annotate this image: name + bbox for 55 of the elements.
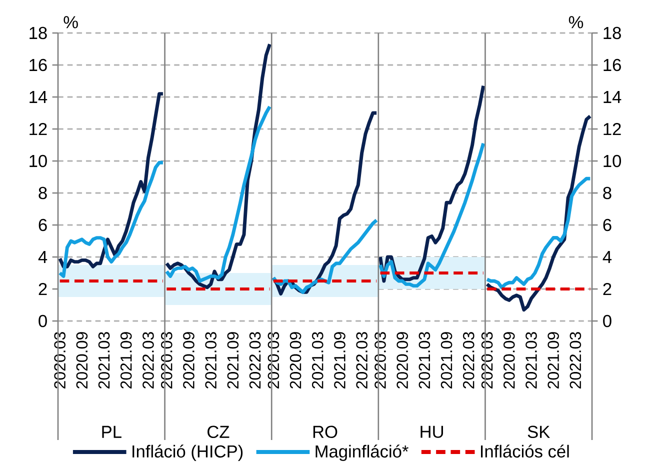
legend-label: Maginfláció* [316, 444, 408, 462]
y-tick-label: 12 [604, 122, 621, 136]
x-tick-label: 2022.03 [142, 332, 154, 388]
x-tick-label: 2021.09 [334, 332, 346, 388]
x-tick-label: 2020.03 [481, 332, 493, 388]
y-tick-label: 4 [602, 251, 612, 263]
y-tick-label: 2 [38, 282, 47, 296]
x-tick-label: 2022.03 [356, 332, 368, 388]
x-axis-title: HU [420, 426, 443, 438]
legend-label: Infláció (HICP) [132, 444, 243, 462]
x-tick-label: 2021.03 [418, 332, 430, 388]
x-tick-label: 2021.09 [548, 332, 559, 388]
line-series [58, 92, 165, 268]
line-series [58, 160, 165, 278]
x-tick-label: 2022.03 [462, 332, 474, 388]
y-tick-label: 0 [38, 314, 47, 328]
y-tick-label: 18 [604, 26, 621, 40]
y-tick-label: 14 [30, 91, 48, 103]
y-tick-label: 14 [604, 91, 622, 103]
x-tick-label: 2021.03 [98, 332, 110, 388]
x-axis-title: PL [102, 426, 122, 438]
y-tick-label: 8 [38, 186, 47, 200]
x-tick-label: 2021.03 [312, 332, 324, 388]
x-tick-label: 2021.03 [526, 332, 537, 388]
x-tick-label: 2020.03 [160, 332, 172, 388]
x-tick-label: 2021.03 [205, 332, 216, 388]
y-tick-label: 4 [38, 251, 48, 263]
x-tick-label: 2020.09 [503, 332, 515, 388]
y-tick-label: 12 [30, 122, 47, 136]
y-tick-label: 10 [30, 154, 47, 168]
line-series [485, 176, 592, 290]
y-tick-label: 6 [603, 218, 612, 232]
x-tick-label: 2020.09 [183, 332, 194, 388]
y-tick-label: 0 [603, 314, 612, 328]
x-tick-label: 2021.09 [227, 332, 239, 388]
x-axis-title: SK [528, 426, 550, 438]
x-tick-label: 2020.09 [76, 332, 88, 388]
y-tick-label: 8 [603, 186, 612, 200]
x-axis-title: RO [313, 426, 338, 438]
y-tick-label: 18 [30, 26, 47, 40]
y-tick-label: 16 [30, 58, 47, 72]
legend-label: Inflációs cél [481, 444, 569, 458]
y-tick-label: 16 [604, 58, 621, 72]
y-tick-label: 2 [603, 282, 612, 296]
x-tick-label: 2021.09 [120, 332, 132, 388]
y-axis-title: % [568, 16, 584, 28]
x-tick-label: 2022.03 [249, 332, 261, 388]
x-axis-title: CZ [208, 426, 230, 438]
x-tick-label: 2020.09 [290, 332, 302, 388]
x-tick-label: 2021.09 [440, 332, 452, 388]
x-tick-label: 2020.09 [396, 332, 408, 388]
y-axis-title: % [64, 16, 78, 28]
y-tick-label: 10 [604, 154, 622, 168]
x-tick-label: 2022.03 [570, 332, 582, 388]
y-tick-label: 6 [38, 218, 47, 232]
